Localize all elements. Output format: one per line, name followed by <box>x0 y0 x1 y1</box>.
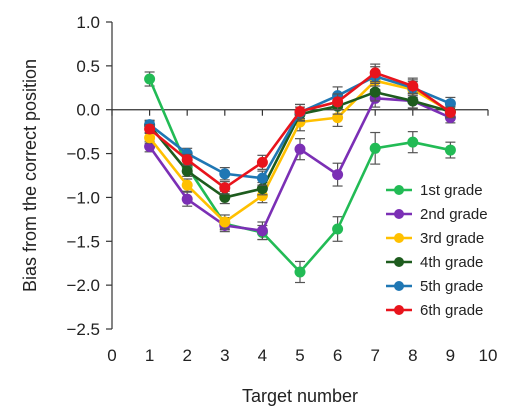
legend-label: 3rd grade <box>420 230 484 247</box>
y-tick-label: −1.0 <box>66 188 100 207</box>
data-point <box>219 182 230 193</box>
legend-item: 3rd grade <box>386 230 484 247</box>
x-tick-label: 0 <box>107 346 116 365</box>
y-tick-label: 0.0 <box>76 101 100 120</box>
legend: 1st grade 2nd grade 3rd grade 4th grade 5th … <box>386 182 488 319</box>
legend-item: 5th grade <box>386 278 483 295</box>
legend-item: 2nd grade <box>386 206 488 223</box>
data-point <box>332 224 343 235</box>
data-point <box>407 95 418 106</box>
y-tick-label: 0.5 <box>76 57 100 76</box>
x-tick-label: 10 <box>479 346 498 365</box>
data-point <box>295 266 306 277</box>
data-point <box>257 157 268 168</box>
x-tick-label: 6 <box>333 346 342 365</box>
data-point <box>370 67 381 78</box>
y-ticks: 1.0 0.5 0.0 −0.5 −1.0 −1.5 −2.0 −2.5 <box>66 13 112 339</box>
y-tick-label: 1.0 <box>76 13 100 32</box>
x-tick-label: 2 <box>182 346 191 365</box>
legend-item: 1st grade <box>386 182 483 199</box>
data-point <box>295 144 306 155</box>
data-point <box>407 137 418 148</box>
x-tick-label: 3 <box>220 346 229 365</box>
data-point <box>219 168 230 179</box>
y-axis-title: Bias from the correct position <box>20 59 40 292</box>
x-axis-title: Target number <box>242 386 358 406</box>
legend-swatch-marker <box>394 233 404 243</box>
x-tick-label: 5 <box>295 346 304 365</box>
legend-swatch-marker <box>394 281 404 291</box>
data-point <box>182 194 193 205</box>
data-point <box>182 180 193 191</box>
data-point <box>445 107 456 118</box>
data-point <box>370 87 381 98</box>
data-point <box>332 169 343 180</box>
x-tick-label: 7 <box>370 346 379 365</box>
y-tick-label: −2.0 <box>66 276 100 295</box>
legend-swatch-marker <box>394 185 404 195</box>
legend-swatch-marker <box>394 257 404 267</box>
y-tick-label: −0.5 <box>66 145 100 164</box>
data-point <box>295 106 306 117</box>
legend-label: 6th grade <box>420 302 483 319</box>
data-point <box>182 166 193 177</box>
data-point <box>370 143 381 154</box>
x-tick-label: 9 <box>446 346 455 365</box>
legend-label: 4th grade <box>420 254 483 271</box>
data-point <box>219 216 230 227</box>
legend-item: 4th grade <box>386 254 483 271</box>
x-tick-label: 1 <box>145 346 154 365</box>
legend-swatch-marker <box>394 209 404 219</box>
x-tick-label: 8 <box>408 346 417 365</box>
legend-swatch-marker <box>394 305 404 315</box>
data-point <box>182 154 193 165</box>
legend-label: 1st grade <box>420 182 483 199</box>
data-point <box>445 145 456 156</box>
data-point <box>144 74 155 85</box>
y-tick-label: −1.5 <box>66 232 100 251</box>
legend-item: 6th grade <box>386 302 483 319</box>
x-tick-label: 4 <box>258 346 267 365</box>
data-point <box>257 225 268 236</box>
legend-label: 2nd grade <box>420 206 488 223</box>
legend-label: 5th grade <box>420 278 483 295</box>
data-point <box>144 124 155 135</box>
data-point <box>407 81 418 92</box>
series-group <box>144 64 456 282</box>
data-point <box>257 173 268 184</box>
data-point <box>332 96 343 107</box>
y-tick-label: −2.5 <box>66 320 100 339</box>
